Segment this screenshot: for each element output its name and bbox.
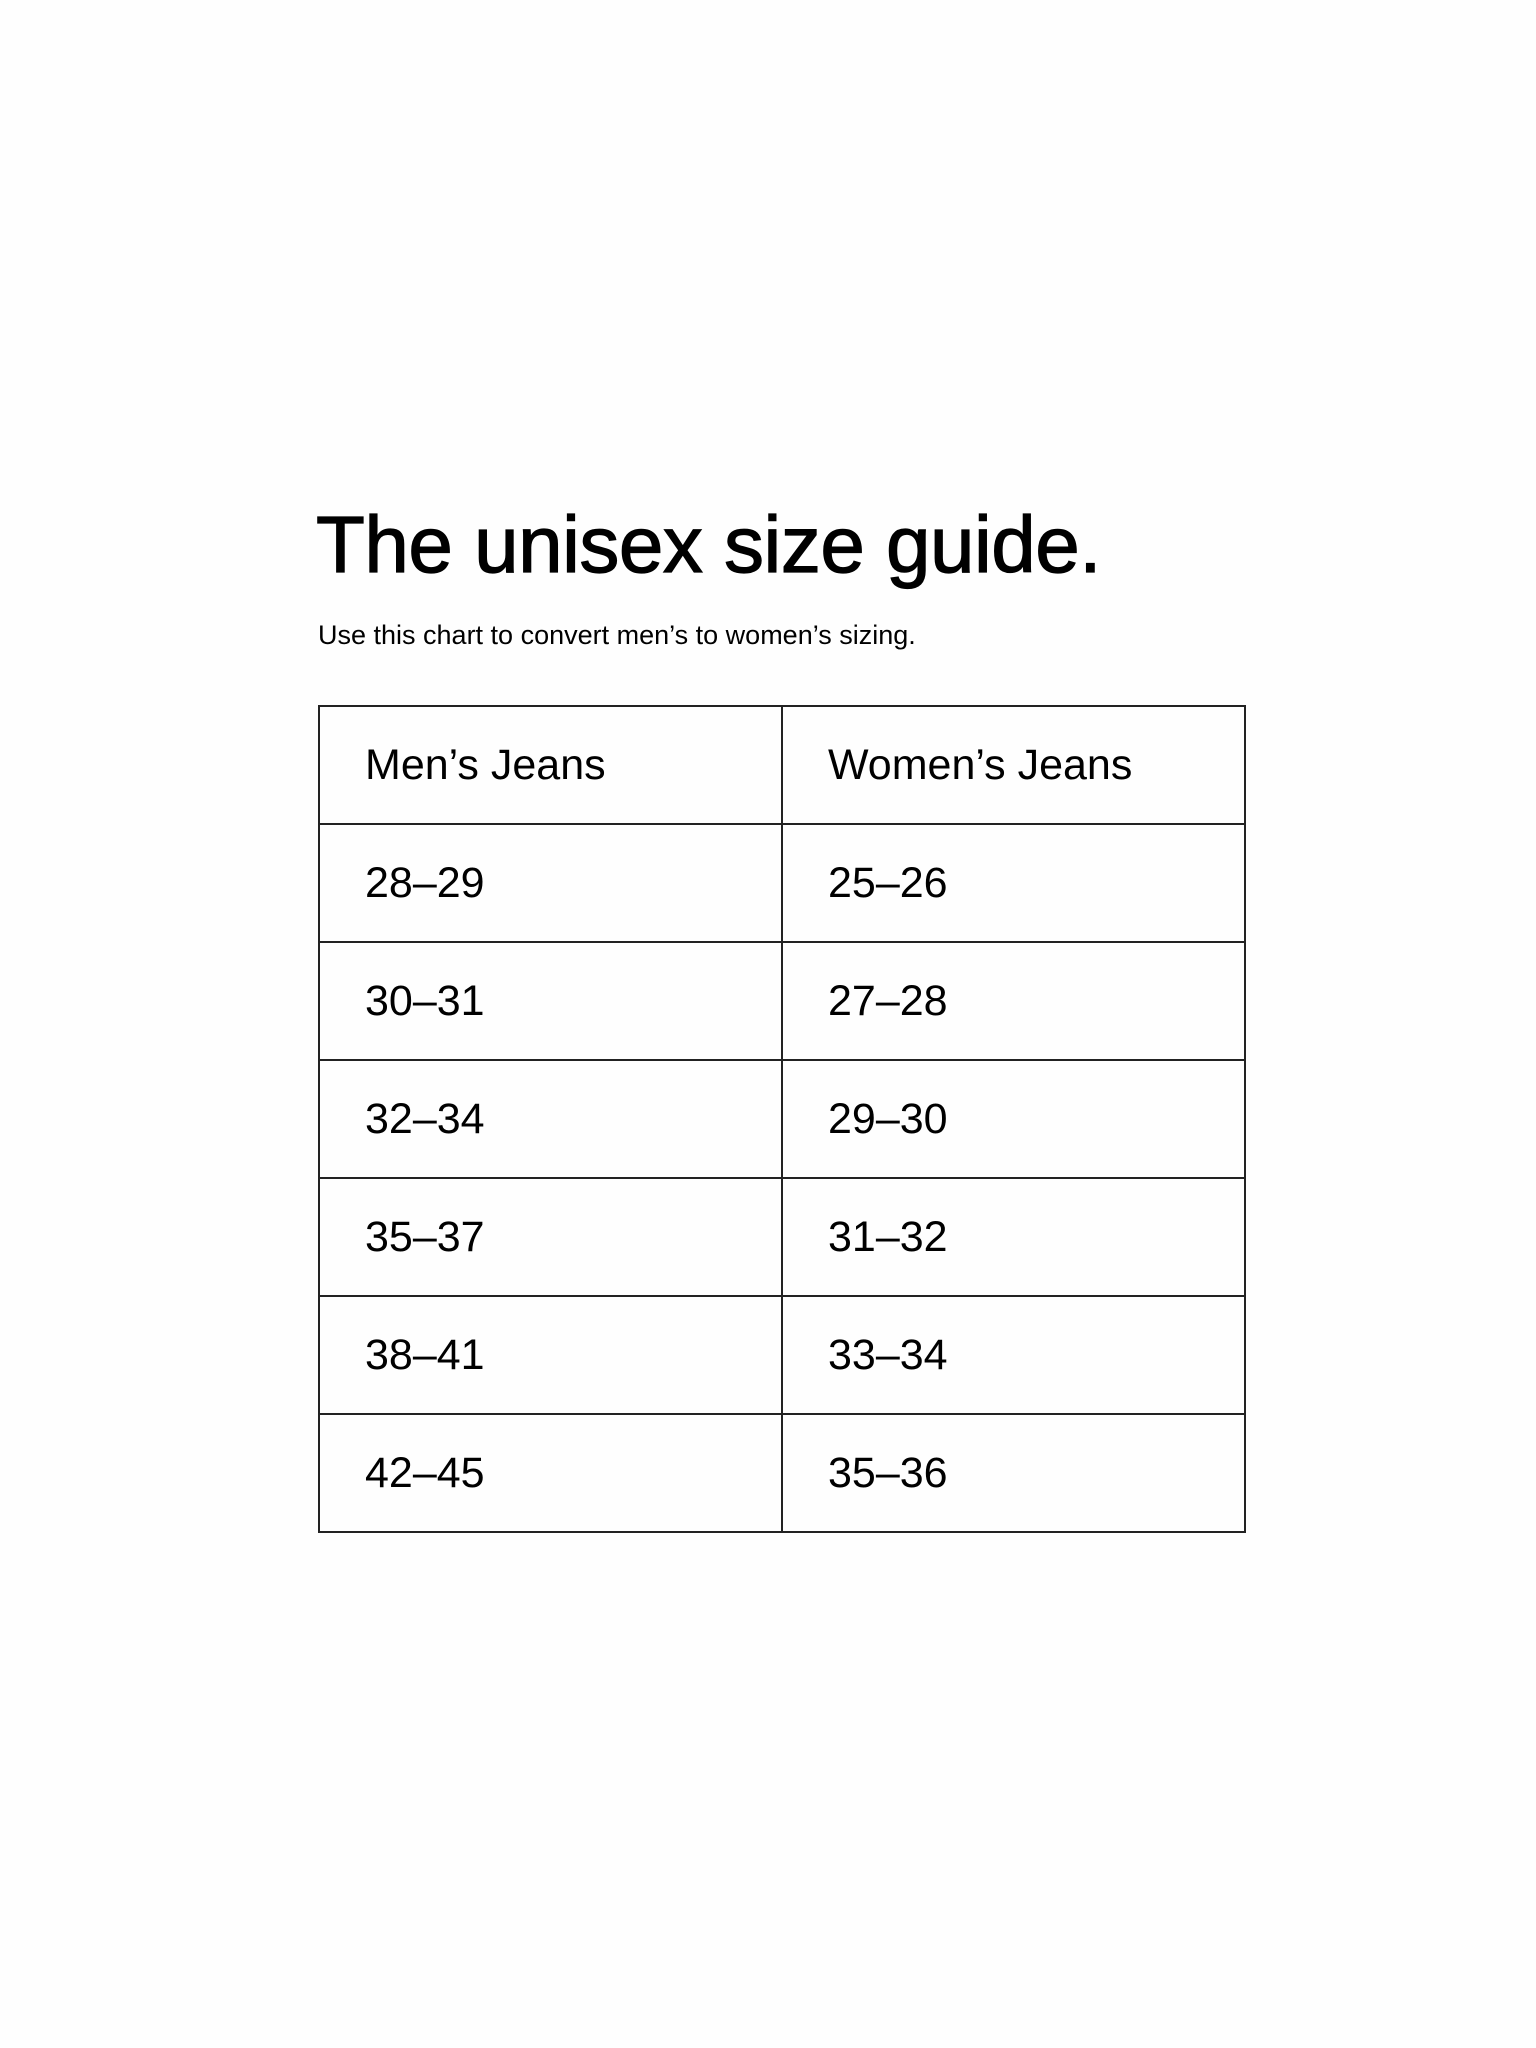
womens-size-cell: 27–28 — [781, 941, 1246, 1061]
table-row: 42–45 35–36 — [318, 1413, 1246, 1533]
table-row: 38–41 33–34 — [318, 1295, 1246, 1415]
mens-size-cell: 28–29 — [318, 823, 783, 943]
mens-size-cell: 38–41 — [318, 1295, 783, 1415]
page-subtitle: Use this chart to convert men’s to women… — [318, 620, 916, 650]
table-row: 28–29 25–26 — [318, 823, 1246, 943]
mens-size-cell: 35–37 — [318, 1177, 783, 1297]
table-row: 32–34 29–30 — [318, 1059, 1246, 1179]
womens-size-cell: 33–34 — [781, 1295, 1246, 1415]
womens-size-cell: 35–36 — [781, 1413, 1246, 1533]
header-womens-jeans: Women’s Jeans — [781, 705, 1246, 825]
mens-size-cell: 30–31 — [318, 941, 783, 1061]
mens-size-cell: 42–45 — [318, 1413, 783, 1533]
table-row: 30–31 27–28 — [318, 941, 1246, 1061]
womens-size-cell: 29–30 — [781, 1059, 1246, 1179]
table-row: 35–37 31–32 — [318, 1177, 1246, 1297]
mens-size-cell: 32–34 — [318, 1059, 783, 1179]
womens-size-cell: 25–26 — [781, 823, 1246, 943]
header-mens-jeans: Men’s Jeans — [318, 705, 783, 825]
table-header-row: Men’s Jeans Women’s Jeans — [318, 705, 1246, 825]
womens-size-cell: 31–32 — [781, 1177, 1246, 1297]
page-title: The unisex size guide. — [315, 500, 1102, 589]
size-conversion-table: Men’s Jeans Women’s Jeans 28–29 25–26 30… — [318, 705, 1246, 1533]
